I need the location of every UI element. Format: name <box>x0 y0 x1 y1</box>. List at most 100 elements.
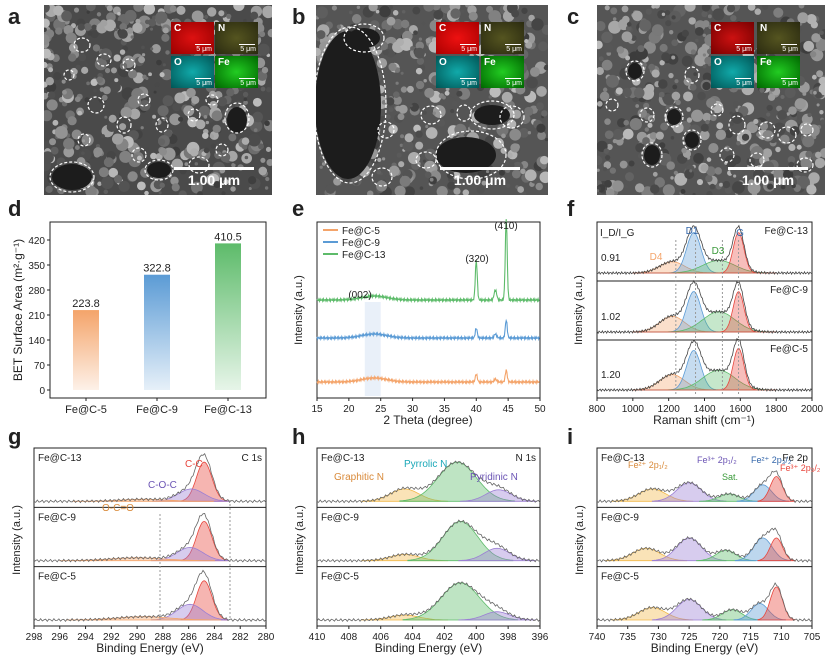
sem-grain <box>213 181 221 189</box>
sem-grain <box>100 134 105 139</box>
pore-marker <box>316 26 387 184</box>
sem-grain <box>394 185 406 195</box>
sem-grain <box>597 40 603 50</box>
peak-label: Pyridinic N <box>470 472 518 483</box>
axis-frame <box>33 447 267 627</box>
sem-grain <box>731 111 744 124</box>
pore-marker <box>188 156 210 174</box>
sem-grain <box>714 167 722 175</box>
sem-grain <box>264 120 270 127</box>
x-tick-label: 284 <box>206 632 223 643</box>
x-tick-label: 294 <box>77 632 94 643</box>
sem-pore <box>52 164 92 190</box>
sample-label: Fe@C-5 <box>321 572 359 583</box>
sem-grain <box>671 39 679 47</box>
sem-grain <box>415 80 425 90</box>
sem-grain <box>415 41 425 50</box>
sem-grain <box>746 121 759 134</box>
pore-marker <box>777 126 797 144</box>
sem-grain <box>691 109 704 122</box>
sem-grain <box>396 152 402 158</box>
sem-grain <box>719 182 723 187</box>
panel-label-d: d <box>8 196 22 221</box>
sem-grain <box>815 38 825 52</box>
pore-marker <box>469 100 515 130</box>
sem-grain <box>525 41 533 49</box>
sem-grain <box>699 130 710 141</box>
pore-marker <box>639 107 655 123</box>
sem-grain <box>207 7 217 17</box>
xps-spectrum <box>596 527 813 563</box>
sem-grain <box>400 134 405 139</box>
sem-grain <box>223 179 229 185</box>
sem-grain <box>597 20 606 32</box>
sem-grain <box>809 51 817 58</box>
sem-grain <box>706 190 713 195</box>
sem-grain <box>264 186 269 190</box>
sem-grain <box>485 169 490 174</box>
xps-component <box>407 520 514 562</box>
sem-grain <box>606 143 613 151</box>
x-tick-label: 1400 <box>693 404 716 415</box>
sem-grain <box>119 22 127 31</box>
sem-grain <box>747 181 761 195</box>
sem-grain <box>221 191 226 195</box>
xps-component <box>734 537 791 562</box>
sem-grain <box>518 127 529 138</box>
map-scale: 5 μm <box>736 46 752 53</box>
xps-component <box>736 484 790 502</box>
peak-label: Pyrrolic N <box>404 459 447 470</box>
sem-grain <box>696 178 704 186</box>
sem-grain <box>541 37 546 43</box>
sem-grain <box>732 155 741 165</box>
sem-grain <box>784 87 796 99</box>
sem-grain <box>621 31 633 43</box>
sem-grain <box>724 129 734 138</box>
pore-marker <box>224 102 250 134</box>
sem-grain <box>44 18 50 28</box>
sample-label: Fe@C-9 <box>321 512 359 523</box>
sem-pore <box>227 107 247 133</box>
sem-grain <box>325 184 336 194</box>
sem-grain <box>700 164 709 172</box>
sem-grain <box>214 151 223 159</box>
sem-grain <box>651 69 660 78</box>
sem-grain <box>816 103 820 107</box>
sem-grain <box>659 43 668 52</box>
eds-map-c: C 5 μm <box>711 22 754 54</box>
map-element: O <box>174 57 182 68</box>
sem-grain <box>488 10 502 23</box>
sem-grain <box>598 56 604 62</box>
sem-grain <box>729 111 733 115</box>
sem-grain <box>150 152 157 160</box>
sem-grain <box>610 7 618 15</box>
sem-grain <box>101 176 114 190</box>
sem-grain <box>510 143 520 153</box>
sem-grain <box>626 21 632 27</box>
sem-grain <box>97 181 102 187</box>
pore-marker <box>371 167 393 187</box>
sem-grain <box>351 14 362 24</box>
sem-grain <box>118 29 128 39</box>
sem-grain <box>445 87 450 92</box>
sem-grain <box>622 87 632 98</box>
sem-grain <box>797 175 810 189</box>
sem-grain <box>139 100 151 111</box>
sem-grain <box>126 27 134 34</box>
sem-grain <box>415 141 424 150</box>
sem-grain <box>773 168 785 180</box>
scale-bar-text: 1.00 μm <box>187 172 241 188</box>
sem-grain <box>762 130 774 142</box>
sem-grain <box>545 137 548 142</box>
sem-grain <box>63 146 75 158</box>
sem-grain <box>400 19 410 29</box>
sem-grain <box>379 5 391 18</box>
sem-grain <box>103 189 109 195</box>
x-tick-label: 296 <box>51 632 68 643</box>
sem-grain <box>715 129 727 140</box>
sem-grain <box>444 90 450 96</box>
axis-frame <box>316 447 541 627</box>
sem-grain <box>700 123 709 132</box>
sem-grain <box>816 70 824 78</box>
sample-label: Fe@C-9 <box>38 512 76 523</box>
